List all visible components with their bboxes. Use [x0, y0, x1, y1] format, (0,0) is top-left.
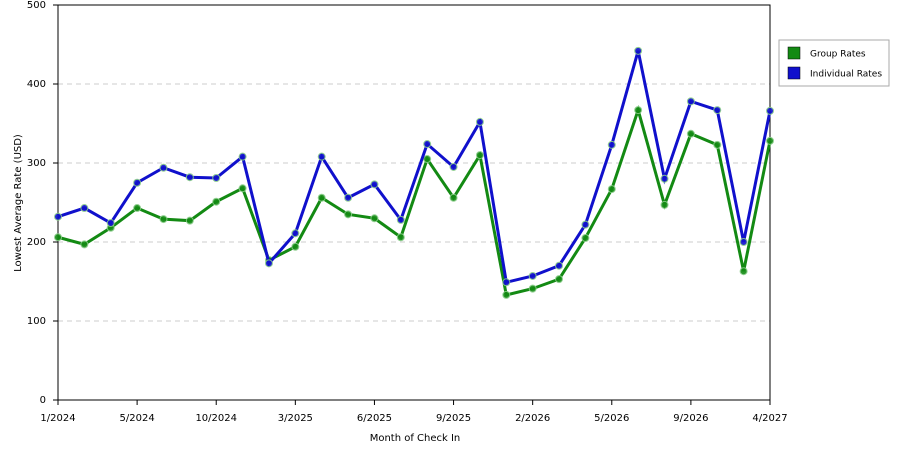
data-point	[713, 106, 722, 115]
data-point	[159, 215, 168, 224]
data-point	[766, 136, 774, 145]
data-point	[739, 238, 748, 246]
data-point	[581, 234, 590, 243]
data-point	[80, 204, 89, 213]
data-point	[634, 106, 643, 115]
data-point	[238, 184, 247, 193]
data-point	[133, 204, 142, 213]
data-point	[607, 140, 616, 149]
data-point	[106, 219, 115, 228]
data-point	[238, 152, 247, 161]
data-point	[423, 155, 432, 164]
y-tick-label: 500	[27, 0, 46, 11]
x-tick-label: 9/2025	[436, 413, 471, 424]
y-tick-label: 400	[27, 79, 46, 90]
data-point	[660, 174, 669, 183]
data-point	[185, 216, 194, 225]
data-point	[555, 275, 564, 284]
x-tick-label: 10/2024	[195, 413, 237, 424]
data-point	[686, 97, 695, 106]
series-line	[57, 50, 772, 285]
data-point	[264, 259, 273, 268]
data-point	[185, 173, 194, 182]
x-tick-label: 5/2026	[594, 413, 629, 424]
data-point	[449, 162, 458, 171]
data-point	[475, 151, 484, 160]
y-axis-label: Lowest Average Rate (USD)	[13, 134, 24, 272]
data-point	[634, 46, 643, 55]
data-point	[396, 215, 405, 224]
x-axis-label: Month of Check In	[370, 433, 461, 444]
data-point	[660, 200, 669, 209]
data-point	[159, 163, 168, 172]
data-point	[54, 233, 62, 242]
data-point	[344, 193, 353, 202]
data-point	[502, 290, 511, 299]
legend-label: Individual Rates	[810, 70, 882, 80]
data-point	[344, 210, 353, 219]
x-tick-label: 2/2026	[515, 413, 550, 424]
data-point	[133, 178, 142, 187]
legend-label: Group Rates	[810, 50, 866, 60]
data-point	[423, 140, 432, 149]
data-point	[739, 267, 748, 276]
x-tick-label: 4/2027	[752, 413, 787, 424]
data-point	[686, 129, 695, 138]
x-tick-label: 3/2025	[278, 413, 313, 424]
y-tick-label: 0	[40, 395, 46, 406]
data-point	[475, 117, 484, 126]
data-point	[528, 284, 537, 293]
y-tick-label: 200	[27, 237, 46, 248]
legend-swatch	[787, 46, 801, 60]
data-point	[581, 220, 590, 229]
data-point	[528, 271, 537, 280]
data-point	[317, 193, 326, 202]
data-point	[370, 214, 379, 223]
data-point	[449, 193, 458, 202]
data-point	[555, 261, 564, 270]
data-point	[766, 106, 774, 115]
data-point	[212, 197, 221, 206]
data-point	[54, 212, 62, 221]
x-tick-label: 9/2026	[673, 413, 708, 424]
data-point	[607, 185, 616, 194]
plot-frame	[57, 4, 771, 401]
x-tick-label: 5/2024	[120, 413, 155, 424]
x-tick-label: 1/2024	[40, 413, 75, 424]
data-point	[80, 240, 89, 249]
data-point	[370, 180, 379, 189]
data-point	[212, 174, 221, 183]
y-tick-label: 300	[27, 158, 46, 169]
data-point	[317, 152, 326, 161]
y-tick-label: 100	[27, 316, 46, 327]
data-point	[291, 229, 300, 238]
x-tick-label: 6/2025	[357, 413, 392, 424]
data-point	[502, 278, 511, 287]
data-point	[291, 242, 300, 251]
legend-swatch	[787, 66, 801, 80]
data-point	[713, 140, 722, 149]
data-point	[396, 233, 405, 242]
series-line	[57, 104, 772, 297]
